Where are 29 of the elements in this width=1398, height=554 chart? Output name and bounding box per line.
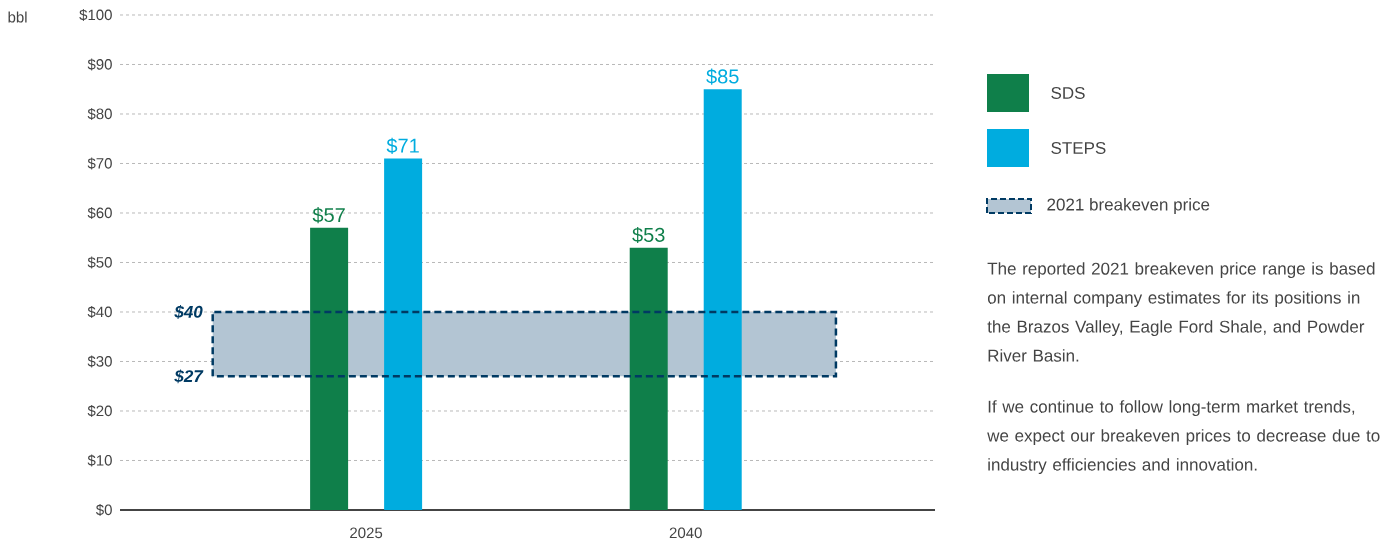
data-label: $53 <box>632 226 665 244</box>
legend-label: STEPS <box>1051 141 1106 155</box>
bar <box>384 158 423 510</box>
y-tick-label: $60 <box>87 206 112 220</box>
y-tick-label: $40 <box>87 305 112 319</box>
data-label: $71 <box>386 137 419 154</box>
data-label: $85 <box>706 68 739 85</box>
data-label: $57 <box>312 207 345 224</box>
x-tick-label: 2025 <box>350 527 383 539</box>
x-tick-label: 2040 <box>669 527 702 539</box>
y-tick-label: $90 <box>87 58 112 71</box>
y-tick-label: $10 <box>87 454 112 467</box>
annotation: $27 <box>174 369 204 384</box>
bar <box>310 227 349 510</box>
text: bbl <box>8 11 27 23</box>
legend-label: 2021 breakeven price <box>1047 198 1210 214</box>
y-tick-label: $50 <box>87 256 112 269</box>
y-tick-label: $0 <box>95 503 112 517</box>
y-tick-label: $70 <box>87 157 112 170</box>
bar <box>703 89 742 510</box>
text: If we continue to follow long-term market trends, we expect our breakeven prices to decrease due to industry efficiencies and innovation. <box>987 400 1380 475</box>
text: The reported 2021 breakeven price range is based on internal company estimates for its positions in the Brazos Valley, Eagle Ford Shale, and Powder River Basin. <box>987 262 1375 362</box>
annotation: $40 <box>174 305 203 319</box>
y-tick-label: $80 <box>87 107 112 121</box>
y-tick-label: $20 <box>87 404 112 418</box>
legend-label: SDS <box>1051 86 1085 100</box>
y-tick-label: $30 <box>87 355 112 368</box>
bar <box>629 247 668 510</box>
y-tick-label: $100 <box>79 8 112 22</box>
